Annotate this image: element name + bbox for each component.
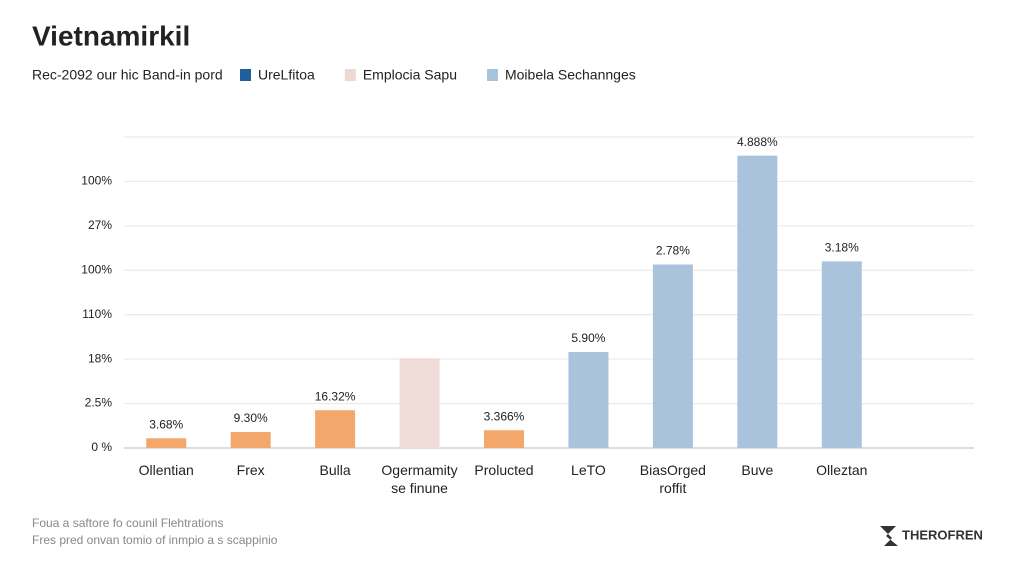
data-label: 9.30% — [234, 411, 268, 425]
bar — [315, 410, 356, 448]
y-tick-label: 100% — [81, 262, 112, 276]
x-tick-label: Prolucted — [474, 462, 534, 478]
data-label: 3.18% — [825, 241, 859, 255]
x-tick-label: Buve — [741, 462, 774, 478]
bar — [568, 352, 609, 448]
y-tick-label: 0 % — [91, 440, 112, 454]
y-tick-label: 2.5% — [85, 396, 113, 410]
bar — [737, 155, 778, 448]
footnote: Fres pred onvan tomio of inmpio a s scap… — [32, 533, 278, 547]
brand-logo — [880, 526, 898, 546]
legend-label: Moibela Sechannges — [505, 67, 636, 83]
data-label: 3.366% — [484, 409, 525, 423]
chart-subtitle: Rec-2092 our hic Band-in pord — [32, 67, 223, 83]
x-tick-label: LeTO — [571, 462, 606, 478]
legend-label: Emplocia Sapu — [363, 67, 457, 83]
bar — [146, 438, 187, 448]
x-tick-label: Frex — [236, 462, 265, 478]
data-label: 16.32% — [315, 389, 356, 403]
data-label: 2.78% — [656, 244, 690, 258]
legend-label: UreLfitoa — [258, 67, 315, 83]
legend-swatch — [486, 69, 498, 81]
y-tick-label: 18% — [88, 351, 112, 365]
brand: THEROFREN — [902, 527, 983, 542]
y-tick-label: 27% — [88, 218, 112, 232]
data-label: 5.90% — [571, 331, 605, 345]
legend-swatch — [344, 69, 356, 81]
footnote: Foua a saftore fo counil Flehtrations — [32, 516, 223, 530]
bar — [652, 264, 693, 448]
legend-swatch — [240, 69, 251, 81]
x-tick-label: Ogermamity se finune — [381, 462, 458, 496]
y-tick-label: 100% — [81, 174, 112, 188]
data-label: 3.68% — [149, 417, 183, 431]
bar — [399, 358, 440, 448]
bar — [230, 432, 271, 448]
chart-title: Vietnamirkil — [32, 20, 190, 51]
x-tick-label: BiasOrged roffit — [639, 462, 706, 496]
x-tick-label: Ollentian — [138, 462, 194, 478]
data-label: 4.888% — [737, 135, 778, 149]
bar — [821, 261, 862, 448]
x-tick-label: Olleztan — [816, 462, 868, 478]
y-tick-label: 110% — [82, 307, 112, 321]
x-tick-label: Bulla — [319, 462, 351, 478]
bar — [484, 430, 524, 448]
